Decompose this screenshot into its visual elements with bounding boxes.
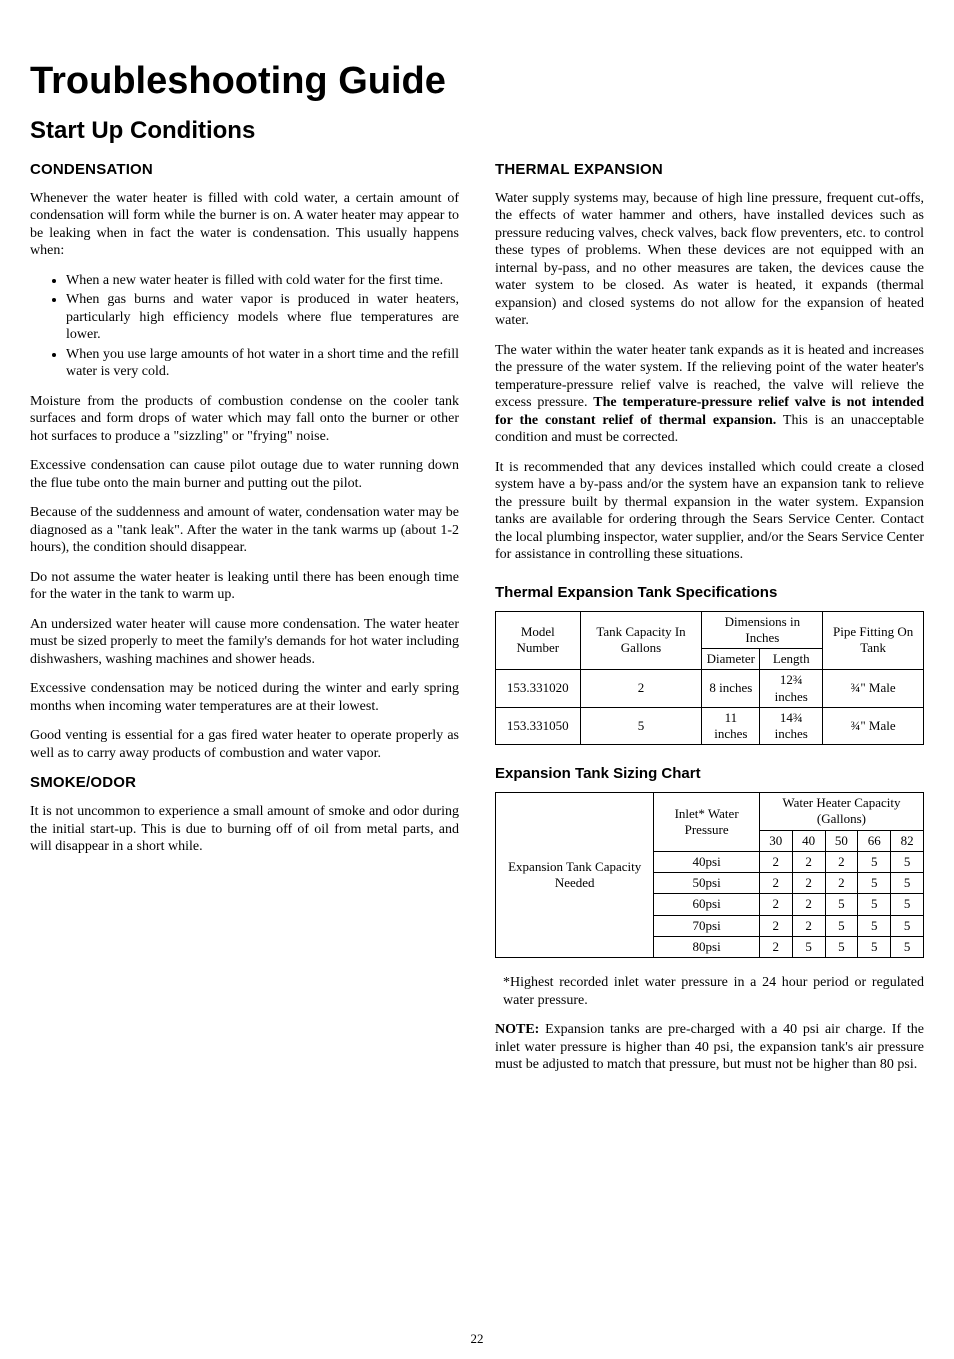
cell: 40psi (654, 851, 760, 872)
condensation-p1: Whenever the water heater is filled with… (30, 190, 459, 260)
smoke-head: SMOKE/ODOR (30, 774, 459, 793)
cell: 5 (825, 936, 858, 957)
condensation-p5: Do not assume the water heater is leakin… (30, 569, 459, 604)
condensation-p6: An undersized water heater will cause mo… (30, 616, 459, 669)
cell: 5 (858, 936, 891, 957)
thermal-p2: The water within the water heater tank e… (495, 342, 924, 447)
spec-table: Model Number Tank Capacity In Gallons Di… (495, 611, 924, 746)
cell: 5 (792, 936, 825, 957)
cell: 2 (825, 873, 858, 894)
thermal-p1: Water supply systems may, because of hig… (495, 190, 924, 330)
cell: ¾" Male (823, 707, 924, 745)
cell: 80psi (654, 936, 760, 957)
cell: 2 (792, 915, 825, 936)
cell: 2 (792, 894, 825, 915)
sizing-table: Expansion Tank Capacity Needed Inlet* Wa… (495, 792, 924, 958)
condensation-p7: Excessive condensation may be noticed du… (30, 680, 459, 715)
cell: 2 (580, 670, 702, 708)
smoke-p1: It is not uncommon to experience a small… (30, 803, 459, 856)
spec-h-len: Length (760, 649, 823, 670)
cell: 5 (825, 915, 858, 936)
table-row: Model Number Tank Capacity In Gallons Di… (496, 611, 924, 649)
table-row: Expansion Tank Capacity Needed Inlet* Wa… (496, 793, 924, 831)
cell: ¾" Male (823, 670, 924, 708)
sizing-note: NOTE: Expansion tanks are pre-charged wi… (495, 1021, 924, 1074)
note-text: Expansion tanks are pre-charged with a 4… (495, 1022, 924, 1072)
spec-h-pipe: Pipe Fitting On Tank (823, 611, 924, 670)
cell: 14¾ inches (760, 707, 823, 745)
cell: 2 (759, 894, 792, 915)
cell: 50psi (654, 873, 760, 894)
cell: 2 (759, 936, 792, 957)
bullet-1: When a new water heater is filled with c… (66, 272, 459, 290)
cell: 5 (580, 707, 702, 745)
spec-h-dim: Dimensions in Inches (702, 611, 823, 649)
cell: 5 (858, 873, 891, 894)
cell: 66 (858, 830, 891, 851)
left-column: CONDENSATION Whenever the water heater i… (30, 155, 459, 1086)
cell: 11 inches (702, 707, 760, 745)
cell: 30 (759, 830, 792, 851)
spec-h-cap: Tank Capacity In Gallons (580, 611, 702, 670)
cell: 2 (792, 873, 825, 894)
cell: 12¾ inches (760, 670, 823, 708)
cell: 153.331050 (496, 707, 581, 745)
cell: 5 (891, 851, 924, 872)
cell: 5 (858, 851, 891, 872)
condensation-p3: Excessive condensation can cause pilot o… (30, 457, 459, 492)
cell: 82 (891, 830, 924, 851)
sizing-inlet: Inlet* Water Pressure (654, 793, 760, 852)
cell: 2 (792, 851, 825, 872)
cell: 5 (825, 894, 858, 915)
cell: 2 (759, 851, 792, 872)
cell: 2 (759, 873, 792, 894)
sizing-cap-head: Water Heater Capacity (Gallons) (759, 793, 923, 831)
sizing-rowlabel: Expansion Tank Capacity Needed (496, 793, 654, 958)
condensation-p8: Good venting is essential for a gas fire… (30, 727, 459, 762)
cell: 50 (825, 830, 858, 851)
note-label: NOTE: (495, 1022, 539, 1037)
cell: 8 inches (702, 670, 760, 708)
spec-h-model: Model Number (496, 611, 581, 670)
table-row: 153.331020 2 8 inches 12¾ inches ¾" Male (496, 670, 924, 708)
bullet-3: When you use large amounts of hot water … (66, 346, 459, 381)
condensation-p4: Because of the suddenness and amount of … (30, 504, 459, 557)
page: Troubleshooting Guide Start Up Condition… (0, 0, 954, 1359)
sizing-head: Expansion Tank Sizing Chart (495, 765, 924, 784)
cell: 60psi (654, 894, 760, 915)
condensation-bullets: When a new water heater is filled with c… (30, 272, 459, 381)
cell: 5 (891, 873, 924, 894)
cell: 5 (858, 915, 891, 936)
sizing-footnote: *Highest recorded inlet water pressure i… (495, 974, 924, 1009)
thermal-head: THERMAL EXPANSION (495, 161, 924, 180)
cell: 40 (792, 830, 825, 851)
spec-head: Thermal Expansion Tank Specifications (495, 584, 924, 603)
content-columns: CONDENSATION Whenever the water heater i… (30, 155, 924, 1086)
cell: 70psi (654, 915, 760, 936)
table-row: 153.331050 5 11 inches 14¾ inches ¾" Mal… (496, 707, 924, 745)
page-subtitle: Start Up Conditions (30, 117, 924, 145)
cell: 153.331020 (496, 670, 581, 708)
cell: 5 (891, 894, 924, 915)
thermal-p3: It is recommended that any devices insta… (495, 459, 924, 564)
bullet-2: When gas burns and water vapor is produc… (66, 291, 459, 344)
right-column: THERMAL EXPANSION Water supply systems m… (495, 155, 924, 1086)
page-title: Troubleshooting Guide (30, 60, 924, 103)
spec-h-dia: Diameter (702, 649, 760, 670)
cell: 5 (891, 936, 924, 957)
cell: 2 (825, 851, 858, 872)
cell: 2 (759, 915, 792, 936)
cell: 5 (891, 915, 924, 936)
page-number: 22 (471, 1331, 484, 1347)
condensation-p2: Moisture from the products of combustion… (30, 393, 459, 446)
condensation-head: CONDENSATION (30, 161, 459, 180)
cell: 5 (858, 894, 891, 915)
